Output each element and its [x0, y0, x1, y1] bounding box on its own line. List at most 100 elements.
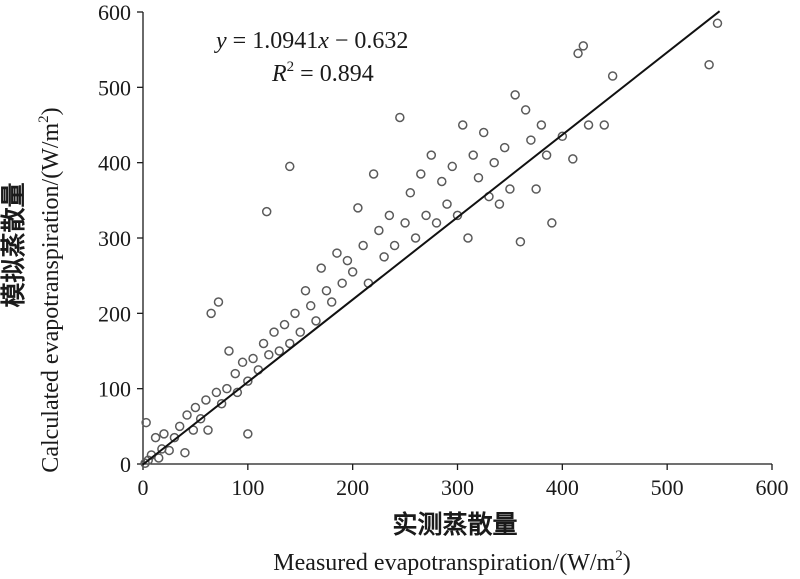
r-squared: R2 = 0.894: [271, 59, 374, 87]
r-sup: 2: [287, 59, 295, 75]
data-point: [321, 285, 332, 296]
x-tick-label: 400: [546, 475, 579, 500]
data-point: [520, 105, 531, 115]
data-point: [230, 368, 241, 379]
data-point: [583, 120, 594, 130]
x-tick-label: 500: [651, 475, 684, 500]
data-point: [211, 387, 222, 398]
data-point: [243, 429, 253, 439]
data-point: [568, 154, 578, 164]
data-point: [395, 112, 405, 123]
data-point: [337, 278, 347, 288]
data-point: [274, 346, 285, 356]
data-point: [159, 429, 169, 439]
data-point: [182, 410, 192, 420]
data-point: [468, 150, 478, 160]
data-point: [141, 417, 151, 428]
data-point: [213, 297, 224, 307]
data-point: [712, 18, 723, 29]
data-point: [426, 150, 437, 160]
y-tick-label: 200: [98, 301, 131, 326]
data-point: [190, 402, 201, 413]
data-point: [416, 169, 426, 179]
x-label-sup: 2: [615, 548, 623, 564]
data-point: [442, 199, 452, 209]
y-tick-label: 500: [98, 75, 131, 100]
eq-y-var: y: [214, 28, 227, 54]
data-point: [222, 383, 232, 394]
data-point: [374, 225, 384, 236]
data-point: [258, 338, 269, 349]
data-point: [421, 210, 431, 221]
data-point: [316, 263, 326, 273]
y-tick-label: 0: [120, 452, 131, 477]
regression-equation: y = 1.0941x − 0.632: [214, 28, 408, 54]
data-point: [153, 453, 164, 463]
y-tick-label: 600: [98, 0, 131, 25]
data-point: [494, 199, 505, 209]
data-point: [243, 376, 253, 386]
data-point: [285, 161, 295, 172]
data-point: [174, 421, 185, 432]
y-tick-label: 400: [98, 151, 131, 176]
data-point: [536, 120, 547, 130]
x-tick-label: 200: [336, 475, 369, 500]
data-point: [547, 218, 557, 228]
data-point: [473, 172, 484, 183]
y-tick-label: 100: [98, 377, 131, 402]
y-tick-label: 300: [98, 226, 131, 251]
data-point: [342, 255, 353, 266]
data-point: [463, 233, 473, 243]
eq-body: = 1.0941: [227, 28, 319, 54]
data-point: [150, 432, 161, 443]
y-label-close: ): [38, 107, 64, 115]
data-point: [573, 48, 583, 59]
r-value: = 0.894: [294, 61, 374, 87]
data-point: [285, 338, 295, 349]
data-point: [206, 308, 216, 319]
eq-tail: − 0.632: [329, 28, 409, 54]
data-point: [526, 135, 536, 145]
data-point: [269, 327, 279, 337]
data-point: [389, 240, 400, 251]
data-point: [607, 71, 618, 81]
data-point: [203, 425, 213, 435]
data-point: [437, 176, 447, 187]
data-point: [164, 445, 174, 456]
data-point: [431, 218, 442, 228]
eq-x-var: x: [317, 28, 329, 54]
data-point: [405, 188, 416, 198]
data-point: [195, 414, 206, 424]
data-point: [180, 447, 190, 458]
data-point: [305, 301, 316, 311]
x-tick-label: 0: [138, 475, 149, 500]
r-var: R: [271, 61, 287, 87]
data-point: [505, 184, 515, 194]
data-point: [384, 210, 395, 221]
data-point: [368, 169, 379, 179]
x-axis-label-en: Measured evapotranspiration/(W/m2): [273, 548, 630, 576]
data-point: [531, 184, 541, 194]
data-point: [300, 285, 311, 296]
data-point: [499, 142, 510, 153]
data-point: [704, 59, 714, 70]
data-points: [140, 18, 723, 468]
data-point: [489, 157, 499, 168]
data-point: [353, 203, 363, 213]
data-point: [452, 210, 463, 221]
data-point: [599, 120, 610, 130]
data-point: [358, 240, 368, 251]
y-label-sup: 2: [36, 115, 52, 123]
data-point: [478, 127, 489, 138]
data-point: [264, 350, 274, 360]
x-label-en-text: Measured evapotranspiration/(W/m: [273, 550, 615, 576]
y-label-en-text: Calculated evapotranspiration/(W/m: [38, 122, 64, 472]
data-point: [237, 357, 248, 368]
x-tick-labels: 0 100 200 300 400 500 600: [138, 464, 789, 500]
data-point: [541, 150, 552, 160]
data-point: [332, 248, 342, 258]
data-point: [311, 316, 321, 326]
data-point: [248, 353, 258, 364]
x-label-close: ): [623, 550, 631, 576]
